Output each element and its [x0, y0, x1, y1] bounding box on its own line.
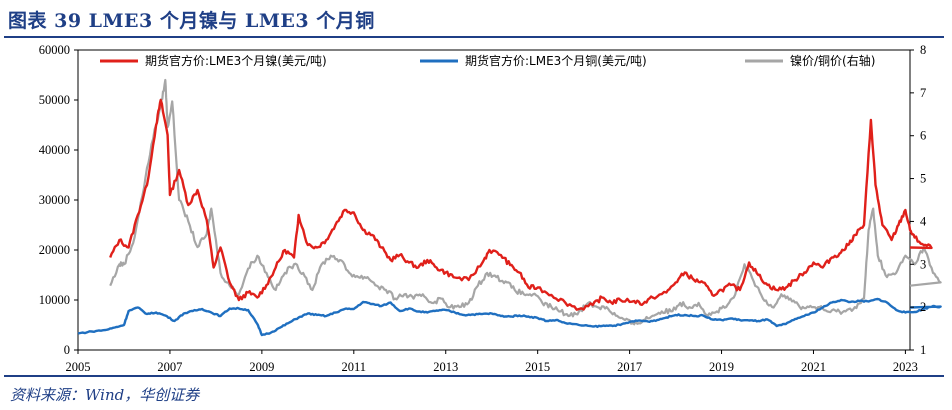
plot-border [77, 49, 911, 351]
y-left-tick-label: 40000 [39, 143, 70, 157]
series-line-0 [109, 98, 933, 311]
footer-divider [4, 375, 944, 377]
y-left-tick-label: 10000 [39, 293, 70, 307]
x-tick-label: 2017 [617, 360, 642, 374]
plot-frame [77, 49, 911, 351]
y-right-tick-label: 2 [920, 300, 926, 314]
x-tick-label: 2009 [249, 360, 274, 374]
series-line-2 [109, 78, 942, 326]
x-tick-label: 2023 [893, 360, 918, 374]
legend-label: 期货官方价:LME3个月镍(美元/吨) [145, 53, 327, 68]
y-left-tick-label: 50000 [39, 93, 70, 107]
y-left-tick-label: 60000 [39, 43, 70, 57]
y-right-tick-label: 5 [920, 172, 926, 186]
y-left-tick-label: 30000 [39, 193, 70, 207]
x-tick-label: 2015 [525, 360, 550, 374]
series-line-1 [77, 297, 942, 337]
title-divider [4, 36, 944, 38]
legend-label: 镍价/铜价(右轴) [790, 53, 875, 68]
x-tick-label: 2011 [342, 360, 367, 374]
y-right-tick-label: 4 [920, 214, 927, 228]
y-right-tick-label: 3 [920, 257, 926, 271]
x-tick-label: 2019 [709, 360, 734, 374]
x-tick-label: 2005 [66, 360, 91, 374]
axes-layer: 0 10000 20000 30000 40000 50000 60000 1 2 3 4 5 6 7 8 2… [39, 43, 927, 374]
x-tick-label: 2021 [801, 360, 826, 374]
legend: 期货官方价:LME3个月镍(美元/吨) 期货官方价:LME3个月铜(美元/吨) 镍价… [100, 53, 875, 68]
y-right-tick-label: 1 [920, 343, 926, 357]
y-left-tick-label: 0 [64, 343, 70, 357]
x-tick-label: 2013 [433, 360, 458, 374]
legend-label: 期货官方价:LME3个月铜(美元/吨) [465, 53, 647, 68]
series-layer [77, 78, 942, 337]
y-right-tick-label: 6 [920, 129, 926, 143]
x-tick-label: 2007 [157, 360, 182, 374]
page-title: 图表 39 LME3 个月镍与 LME3 个月铜 [8, 10, 375, 32]
y-right-tick-label: 7 [920, 86, 926, 100]
source-note: 资料来源：Wind，华创证券 [10, 386, 200, 404]
y-right-tick-label: 8 [920, 43, 926, 57]
y-left-tick-label: 20000 [39, 243, 70, 257]
